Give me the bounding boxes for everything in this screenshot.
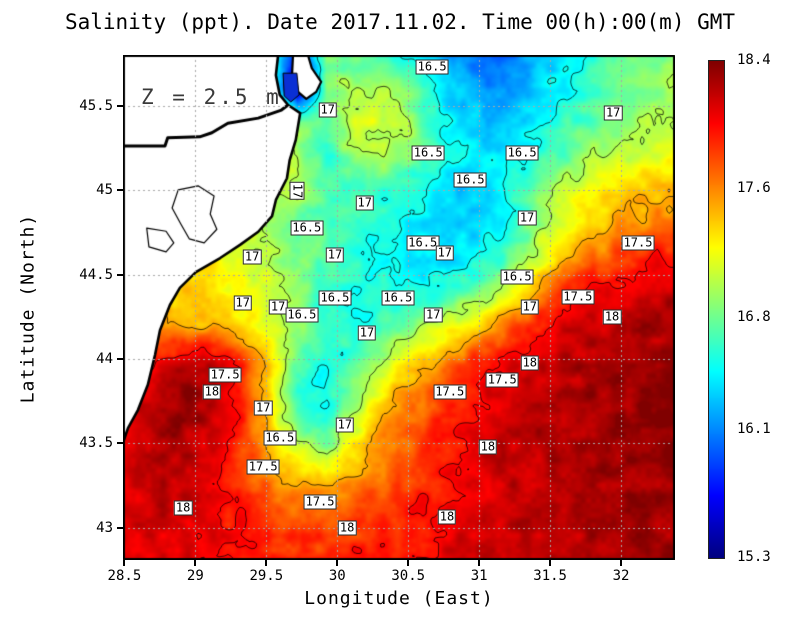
contour-label: 17.5	[208, 367, 242, 383]
contour-label: 17.5	[561, 289, 595, 305]
depth-annotation: Z = 2.5 m	[141, 85, 282, 109]
y-tick-mark	[117, 358, 123, 360]
contour-label: 17	[253, 400, 273, 416]
contour-label: 16.5	[415, 59, 449, 75]
contour-label: 17.5	[485, 372, 519, 388]
contour-label: 16.5	[381, 290, 415, 306]
contour-label: 17.5	[433, 384, 467, 400]
colorbar-tick-label: 16.8	[737, 308, 771, 325]
contour-label: 17.5	[303, 494, 337, 510]
contour-label: 16.5	[500, 269, 534, 285]
contour-label: 16.5	[290, 220, 324, 236]
contour-label: 16.5	[505, 145, 539, 161]
x-tick-label: 31.5	[533, 568, 567, 584]
y-tick-mark	[117, 189, 123, 192]
y-tick-label: 43.5	[79, 435, 113, 452]
figure-title: Salinity (ppt). Date 2017.11.02. Time 00…	[64, 10, 736, 34]
x-tick-label: 29.5	[249, 568, 284, 584]
y-tick-label: 44	[96, 351, 113, 367]
contour-label: 17	[325, 247, 345, 263]
x-tick-mark	[478, 560, 481, 566]
contour-label: 18	[520, 355, 540, 371]
contour-label: 18	[602, 309, 622, 325]
contour-label: 17	[423, 307, 443, 323]
y-tick-mark	[117, 104, 123, 107]
colorbar-tick-label: 18.4	[737, 52, 771, 68]
contour-label: 17	[603, 105, 623, 121]
contour-label: 17	[517, 210, 537, 226]
contour-label: 16.5	[318, 290, 352, 306]
x-tick-label: 29	[186, 568, 204, 584]
x-tick-label: 31	[470, 568, 488, 584]
contour-label: 17.5	[621, 235, 655, 251]
contour-label: 17	[268, 299, 288, 315]
contour-label: 17	[233, 295, 253, 311]
contour-label: 16.5	[263, 430, 297, 446]
x-tick-label: 30.5	[391, 568, 426, 584]
x-tick-mark	[549, 560, 552, 566]
x-tick-mark	[265, 560, 268, 566]
contour-label: 16.5	[406, 235, 440, 251]
contour-label: 18	[202, 384, 222, 400]
contour-label: 17	[242, 249, 262, 265]
y-tick-label: 45.5	[79, 97, 113, 114]
contour-label: 17	[335, 417, 355, 433]
map-plot-area: Z = 2.5 m 16.5 17 17 16.5 16.5 16.5 17 17 17 16.5…	[123, 55, 675, 560]
x-tick-mark	[123, 560, 126, 566]
contour-label: 16.5	[453, 172, 487, 188]
contour-label: 18	[437, 509, 457, 525]
contour-label: 17	[318, 102, 338, 118]
colorbar-tick-label: 15.3	[737, 549, 771, 565]
y-tick-label: 45	[96, 182, 113, 199]
x-tick-mark	[336, 560, 339, 566]
contour-label: 18	[478, 439, 498, 455]
x-axis-label: Longitude (East)	[304, 588, 494, 609]
x-tick-label: 28.5	[107, 568, 142, 584]
contour-label: 16.5	[411, 145, 445, 161]
contour-label: 18	[173, 500, 193, 516]
y-tick-label: 43	[96, 519, 113, 536]
y-tick-label: 44.5	[79, 266, 113, 283]
y-tick-mark	[117, 526, 123, 529]
contour-label: 17	[435, 245, 455, 261]
colorbar	[708, 60, 725, 559]
x-tick-mark	[620, 560, 623, 566]
x-tick-label: 30	[328, 568, 346, 584]
contour-label: 17	[357, 325, 377, 341]
contour-label: 16.5	[285, 307, 319, 323]
contour-label: 17	[289, 182, 305, 201]
x-tick-label: 32	[612, 568, 630, 584]
y-tick-mark	[117, 442, 123, 445]
colorbar-tick-label: 16.1	[737, 420, 771, 437]
salinity-heatmap-canvas	[123, 55, 675, 560]
contour-label: 17	[520, 299, 540, 315]
contour-label: 17.5	[246, 459, 280, 475]
y-tick-mark	[117, 273, 123, 276]
y-axis-label: Latitude (North)	[17, 213, 39, 404]
contour-label: 17	[355, 195, 374, 211]
x-tick-mark	[194, 560, 197, 566]
colorbar-tick-label: 17.6	[737, 180, 771, 197]
x-tick-mark	[407, 560, 410, 566]
contour-label: 18	[337, 520, 357, 536]
